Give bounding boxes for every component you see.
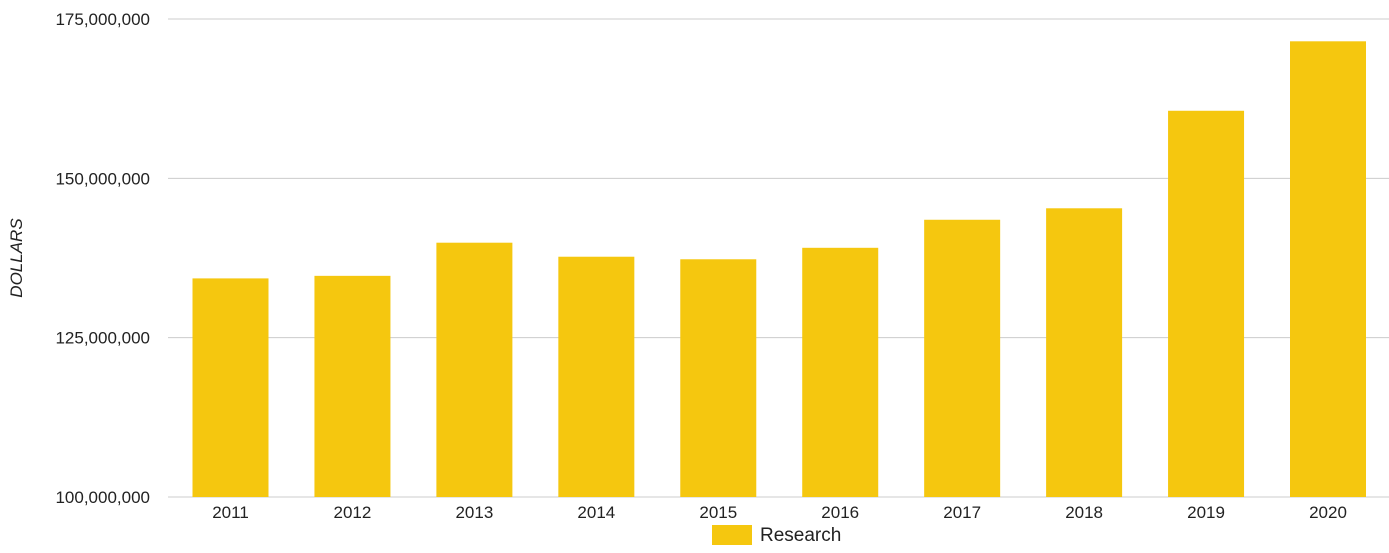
bar — [680, 259, 757, 497]
x-tick-label: 2012 — [334, 503, 372, 522]
x-tick-label: 2016 — [821, 503, 859, 522]
x-tick-label: 2014 — [577, 503, 615, 522]
bar — [558, 256, 635, 497]
x-tick-label: 2011 — [212, 503, 249, 522]
y-tick-label: 100,000,000 — [55, 488, 150, 507]
bar — [192, 278, 269, 497]
bar — [924, 219, 1001, 497]
x-tick-label: 2013 — [455, 503, 493, 522]
x-tick-label: 2018 — [1065, 503, 1103, 522]
x-tick-label: 2019 — [1187, 503, 1225, 522]
bar — [314, 275, 391, 497]
legend-label: Research — [760, 525, 841, 546]
bar — [802, 247, 879, 497]
y-axis-tick-labels: 100,000,000 125,000,000 150,000,000 175,000… — [55, 10, 150, 507]
bar — [1046, 208, 1123, 497]
y-tick-label: 150,000,000 — [55, 169, 150, 188]
x-tick-label: 2020 — [1309, 503, 1347, 522]
y-tick-label: 125,000,000 — [55, 329, 150, 348]
legend-swatch — [712, 525, 752, 545]
bar — [1168, 110, 1245, 497]
x-tick-label: 2015 — [699, 503, 737, 522]
y-tick-label: 175,000,000 — [55, 10, 150, 29]
bar-series — [192, 41, 1366, 497]
legend: Research — [712, 525, 841, 546]
bar — [1290, 41, 1366, 497]
y-axis-title: DOLLARS — [7, 218, 26, 298]
x-tick-label: 2017 — [943, 503, 981, 522]
x-axis-tick-labels: 2011 2012 2013 2014 2015 2016 2017 2018 2019 2020 — [212, 503, 1347, 522]
bar — [436, 242, 513, 497]
